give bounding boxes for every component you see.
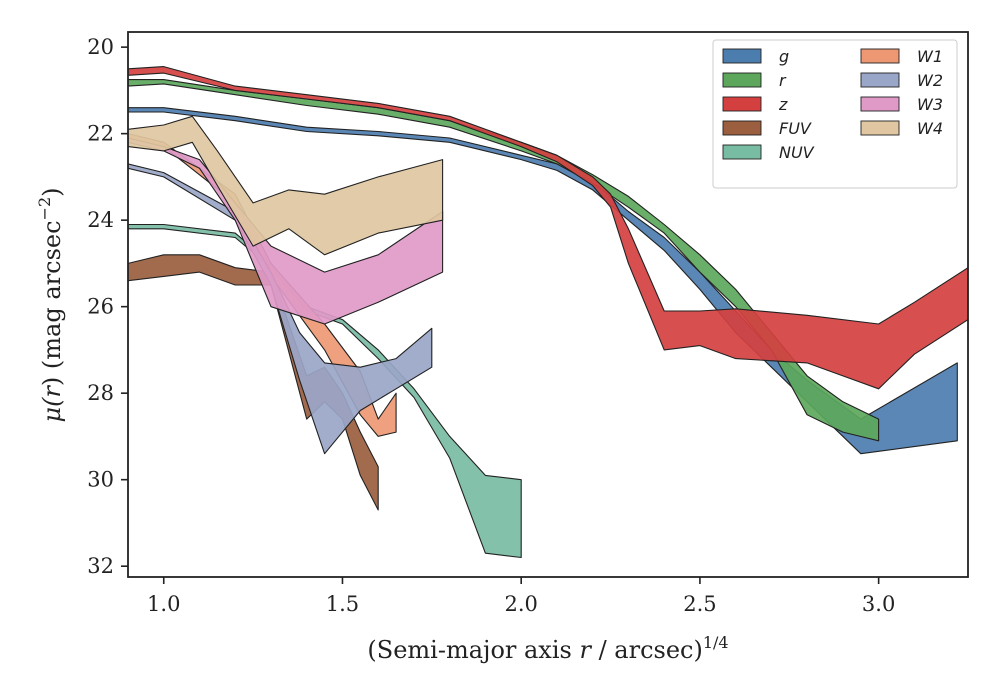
series-band-z (128, 66, 968, 390)
legend: grz FUV NUV W1 W2 W3 W4 (712, 39, 958, 189)
y-axis: 20 22 24 26 28 30 32 (87, 35, 128, 578)
x-tick-label: 3.0 (862, 592, 895, 616)
legend-swatch-fuv (722, 120, 762, 136)
legend-swatch-w4 (860, 120, 900, 136)
legend-label-z: z (778, 95, 788, 114)
legend-swatch-nuv (722, 144, 762, 160)
y-axis-label: μ(r) (mag arcsec−2) (35, 187, 66, 422)
y-tick-label: 32 (87, 554, 114, 578)
y-tick-label: 22 (87, 122, 114, 146)
x-tick-label: 2.0 (504, 592, 537, 616)
plot-frame (127, 31, 969, 578)
x-tick-label: 1.5 (326, 592, 359, 616)
legend-label-w4: W4 (917, 119, 943, 138)
legend-swatch-w3 (860, 96, 900, 112)
series-layer (128, 66, 968, 559)
legend-label-r: r (779, 71, 787, 90)
y-tick-label: 28 (87, 381, 114, 405)
legend-swatch-z (722, 96, 762, 112)
legend-label-w3: W3 (917, 95, 943, 114)
legend-label-nuv: NUV (779, 143, 815, 162)
y-tick-label: 24 (87, 208, 114, 232)
legend-label-w2: W2 (917, 71, 943, 90)
y-tick-label: 26 (87, 295, 114, 319)
y-tick-label: 20 (87, 35, 114, 59)
x-axis: 1.0 1.5 2.0 2.5 3.0 (147, 577, 895, 616)
legend-label-w1: W1 (917, 47, 943, 66)
x-axis-label: (Semi-major axis r / arcsec)1/4 (367, 633, 728, 664)
legend-swatch-g (722, 48, 762, 64)
legend-swatch-w2 (860, 72, 900, 88)
legend-label-fuv: FUV (779, 119, 812, 138)
legend-label-g: g (779, 47, 789, 66)
y-tick-label: 30 (87, 468, 114, 492)
legend-swatch-w1 (860, 48, 900, 64)
series-band-w4 (128, 115, 444, 256)
x-tick-label: 2.5 (683, 592, 716, 616)
legend-swatch-r (722, 72, 762, 88)
x-tick-label: 1.0 (147, 592, 180, 616)
